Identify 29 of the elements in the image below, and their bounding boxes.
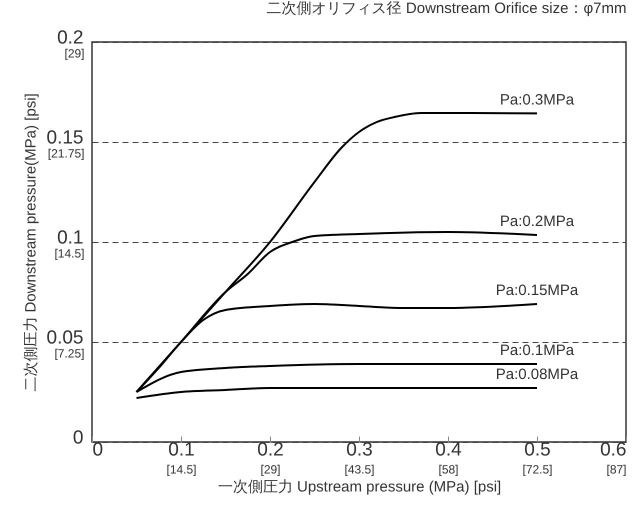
x-tick-label: 0.6 xyxy=(600,440,626,460)
y2-tick-label: [21.75] xyxy=(48,146,84,160)
x-axis-title: 一次側圧力 Upstream pressure (MPa) [psi] xyxy=(218,478,502,496)
x2-tick-label: [58] xyxy=(438,462,459,476)
x-tick-label: 0.5 xyxy=(524,440,551,460)
x-tick-label: 0.4 xyxy=(435,440,462,460)
x-tick-label: 0.1 xyxy=(168,440,195,460)
series-label: Pa:0.2MPa xyxy=(500,213,575,230)
y2-tick-label: [7.25] xyxy=(54,346,84,360)
y-tick-label: 0.15 xyxy=(46,128,84,148)
y-axis-title: 二次側圧力 Downstream pressure(MPa) [psi] xyxy=(22,93,40,392)
y2-tick-label: [29] xyxy=(64,46,84,60)
chart-title: 二次側オリフィス径 Downstream Orifice size：φ7mm xyxy=(266,0,626,17)
x2-tick-label: [43.5] xyxy=(344,462,375,476)
y-tick-label: 0.2 xyxy=(57,28,84,48)
y2-tick-label: [14.5] xyxy=(54,246,84,260)
y-tick-label: 0.1 xyxy=(57,228,84,248)
x-tick-label: 0.3 xyxy=(346,440,373,460)
series-label: Pa:0.1MPa xyxy=(500,342,575,359)
x2-tick-label: [29] xyxy=(260,462,281,476)
x-tick-label: 0.2 xyxy=(257,440,284,460)
series-label: Pa:0.08MPa xyxy=(496,366,579,383)
x2-tick-label: [87] xyxy=(606,462,626,476)
y-tick-label: 0.05 xyxy=(46,328,84,348)
x-tick-label: 0 xyxy=(92,440,104,460)
x2-tick-label: [72.5] xyxy=(522,462,553,476)
x2-tick-label: [14.5] xyxy=(166,462,197,476)
series-label: Pa:0.15MPa xyxy=(496,282,579,299)
series-label: Pa:0.3MPa xyxy=(500,91,575,108)
